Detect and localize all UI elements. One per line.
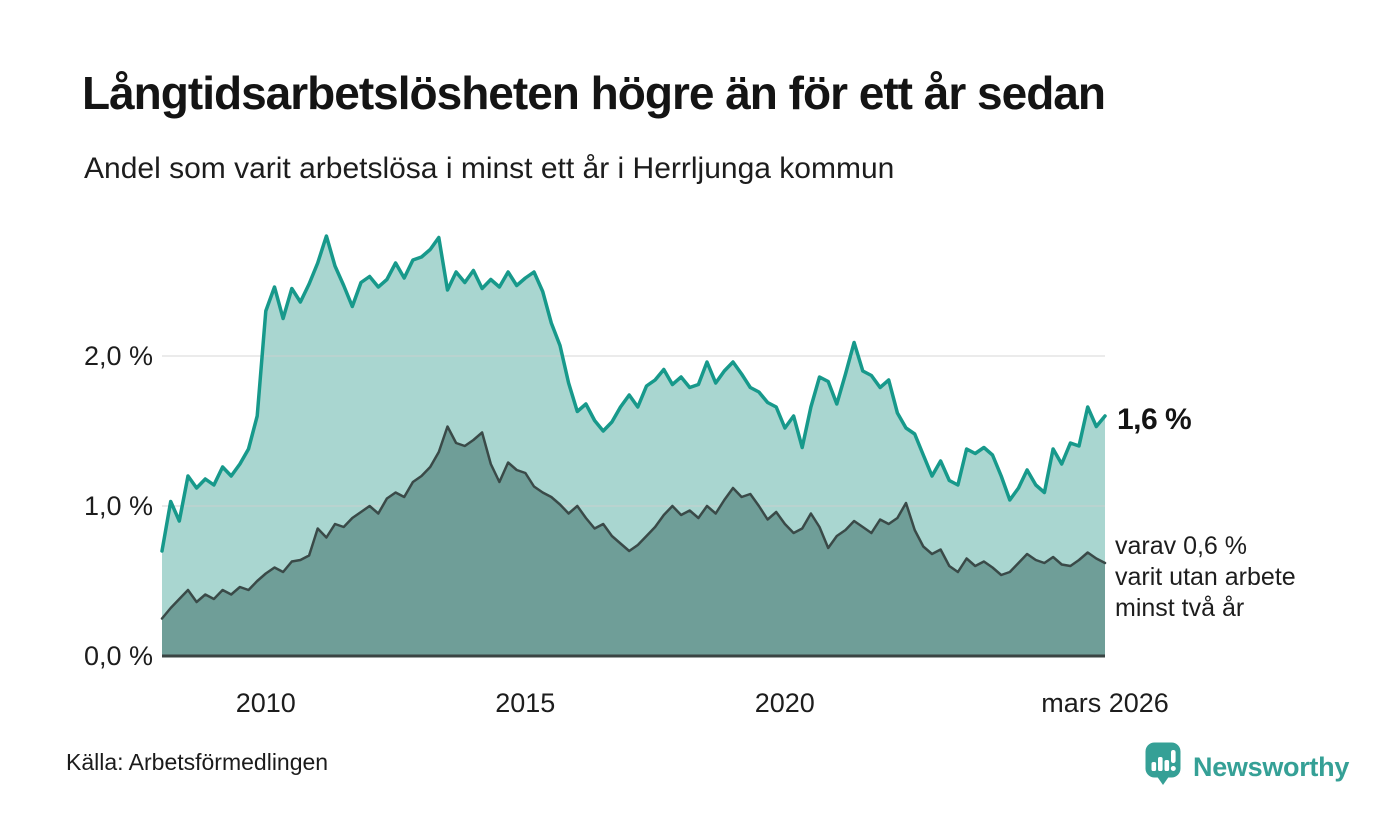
y-tick-label: 2,0 % (83, 341, 153, 371)
source-caption: Källa: Arbetsförmedlingen (66, 749, 329, 775)
y-tick-label: 0,0 % (83, 641, 153, 671)
latest-value-annotation: 1,6 % (1117, 403, 1192, 436)
annotation-line-2: varit utan arbete (1115, 563, 1296, 591)
y-tick-label: 1,0 % (83, 491, 153, 521)
annotation-line-3: minst två år (1115, 594, 1245, 622)
chart-title: Långtidsarbetslösheten högre än för ett … (82, 67, 1106, 119)
x-tick-label: 2020 (754, 688, 815, 718)
newsworthy-logo-icon (1145, 742, 1181, 785)
newsworthy-logo-text: Newsworthy (1193, 752, 1350, 782)
secondary-value-annotation: varav 0,6 % varit utan arbete minst två … (1115, 531, 1296, 624)
annotation-line-1: varav 0,6 % (1115, 532, 1248, 560)
newsworthy-brand: Newsworthy (1145, 742, 1349, 787)
x-tick-label: 2015 (495, 688, 556, 718)
x-tick-label: 2010 (235, 688, 296, 718)
chart-subtitle: Andel som varit arbetslösa i minst ett å… (84, 152, 895, 185)
x-tick-label: mars 2026 (1041, 688, 1169, 718)
